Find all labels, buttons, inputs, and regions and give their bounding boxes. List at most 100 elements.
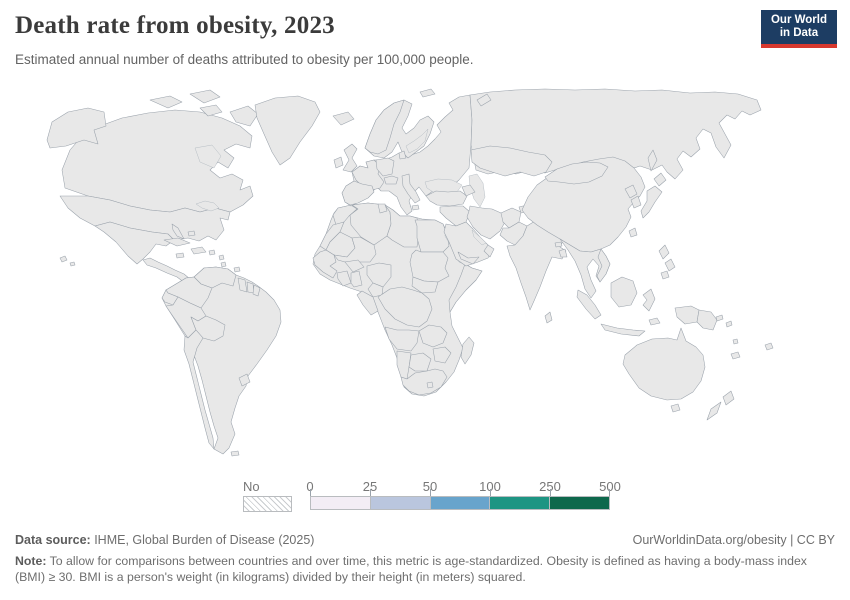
country-zimbabwe[interactable] <box>432 346 452 364</box>
country-uruguay[interactable] <box>238 373 251 387</box>
sakhalin[interactable] <box>647 149 658 172</box>
southeast-asia-mainland[interactable] <box>559 238 611 299</box>
country-italy-sicily[interactable] <box>411 204 420 211</box>
country-lesotho[interactable] <box>426 381 434 389</box>
country-trinidad[interactable] <box>233 266 241 273</box>
country-greenland[interactable] <box>254 95 321 166</box>
country-japan[interactable] <box>640 185 663 219</box>
country-ghana[interactable] <box>350 270 363 288</box>
country-usa-florida[interactable] <box>171 223 185 240</box>
west-africa-coast[interactable] <box>312 249 338 279</box>
country-cameroon[interactable] <box>367 282 384 298</box>
country-fiji[interactable] <box>764 342 774 351</box>
lesser-antilles[interactable] <box>220 261 227 268</box>
svalbard[interactable] <box>419 88 436 98</box>
country-kazakhstan[interactable] <box>470 145 553 177</box>
country-libya[interactable] <box>384 204 420 248</box>
country-egypt[interactable] <box>414 219 450 253</box>
country-vanuatu[interactable] <box>732 338 739 345</box>
arctic-islands[interactable] <box>149 95 183 109</box>
falkland-islands[interactable] <box>230 450 240 457</box>
country-japan[interactable] <box>653 172 667 187</box>
country-hispaniola[interactable] <box>190 246 207 255</box>
central-america[interactable] <box>142 257 191 284</box>
country-burkina-faso[interactable] <box>344 259 365 273</box>
country-mexico[interactable] <box>94 221 175 265</box>
country-drc[interactable] <box>377 286 433 328</box>
country-taiwan[interactable] <box>628 227 638 238</box>
new-caledonia[interactable] <box>730 351 741 360</box>
owid-logo[interactable]: Our World in Data <box>761 10 837 48</box>
novaya-zemlya[interactable] <box>476 93 492 107</box>
country-new-zealand[interactable] <box>706 401 722 421</box>
australia-tasmania[interactable] <box>670 403 681 413</box>
arctic-islands[interactable] <box>199 104 223 117</box>
solomon-islands[interactable] <box>725 320 733 328</box>
country-austria-switzerland[interactable] <box>383 175 399 185</box>
solomon-islands[interactable] <box>715 314 724 322</box>
country-guyana[interactable] <box>237 277 248 293</box>
country-jamaica[interactable] <box>175 252 185 259</box>
country-north-korea[interactable] <box>624 184 638 199</box>
country-italy[interactable] <box>401 173 421 204</box>
country-papua-new-guinea[interactable] <box>696 309 718 331</box>
legend-bin-25-50[interactable] <box>370 496 431 510</box>
country-bhutan[interactable] <box>554 241 563 248</box>
country-new-zealand[interactable] <box>722 390 735 406</box>
country-mali[interactable] <box>333 236 377 263</box>
country-cuba[interactable] <box>163 237 191 247</box>
country-cote-divoire[interactable] <box>336 270 352 287</box>
country-angola[interactable] <box>384 326 420 352</box>
country-zambia[interactable] <box>418 324 448 348</box>
country-sudan[interactable] <box>409 249 450 283</box>
country-uk[interactable] <box>342 143 358 173</box>
country-denmark[interactable] <box>398 150 407 160</box>
country-norway[interactable] <box>364 99 405 155</box>
french-guiana[interactable] <box>252 284 261 297</box>
legend-bin-100-250[interactable] <box>490 496 551 510</box>
country-yemen[interactable] <box>457 251 480 265</box>
country-nigeria[interactable] <box>366 262 392 288</box>
country-india[interactable] <box>506 220 567 311</box>
arctic-islands[interactable] <box>189 89 221 104</box>
country-turkey[interactable] <box>425 190 468 207</box>
country-sri-lanka[interactable] <box>544 311 553 324</box>
country-philippines[interactable] <box>660 270 670 280</box>
license-link[interactable]: OurWorldinData.org/obesity | CC BY <box>632 533 835 547</box>
indonesia-java[interactable] <box>600 323 646 337</box>
country-puerto-rico[interactable] <box>208 249 216 256</box>
indonesia-borneo[interactable] <box>610 276 638 308</box>
legend-bin-0-25[interactable] <box>310 496 371 510</box>
country-usa-alaska[interactable] <box>46 107 107 149</box>
lesser-antilles[interactable] <box>218 254 225 261</box>
legend-bin-50-100[interactable] <box>430 496 491 510</box>
hawaii[interactable] <box>69 261 76 267</box>
indonesia-sulawesi[interactable] <box>642 288 656 312</box>
country-philippines[interactable] <box>658 244 670 260</box>
indonesia-papua[interactable] <box>674 305 700 325</box>
country-iceland[interactable] <box>332 111 355 126</box>
hawaii[interactable] <box>59 255 68 263</box>
bahamas[interactable] <box>187 230 196 237</box>
country-bangladesh[interactable] <box>558 248 568 258</box>
country-south-sudan[interactable] <box>411 276 439 294</box>
country-tunisia[interactable] <box>377 203 388 214</box>
caucasus-states[interactable] <box>461 184 476 197</box>
country-south-africa[interactable] <box>400 368 448 396</box>
country-vietnam[interactable] <box>596 248 611 283</box>
country-ireland[interactable] <box>333 156 344 169</box>
country-madagascar[interactable] <box>460 336 475 365</box>
baffin-island[interactable] <box>229 105 259 127</box>
country-spain-portugal[interactable] <box>341 180 375 206</box>
legend-color-scale[interactable] <box>310 496 610 510</box>
country-south-korea[interactable] <box>630 195 642 209</box>
country-chile[interactable] <box>183 329 215 450</box>
country-oman[interactable] <box>483 244 495 258</box>
country-somalia[interactable] <box>448 263 483 313</box>
indonesia-sumatra[interactable] <box>576 289 602 320</box>
country-mongolia[interactable] <box>544 161 609 185</box>
legend-no-data-swatch[interactable] <box>243 496 292 512</box>
country-gabon-congo[interactable] <box>356 290 379 316</box>
country-bolivia[interactable] <box>190 315 226 342</box>
lesser-sunda-islands[interactable] <box>648 317 661 326</box>
